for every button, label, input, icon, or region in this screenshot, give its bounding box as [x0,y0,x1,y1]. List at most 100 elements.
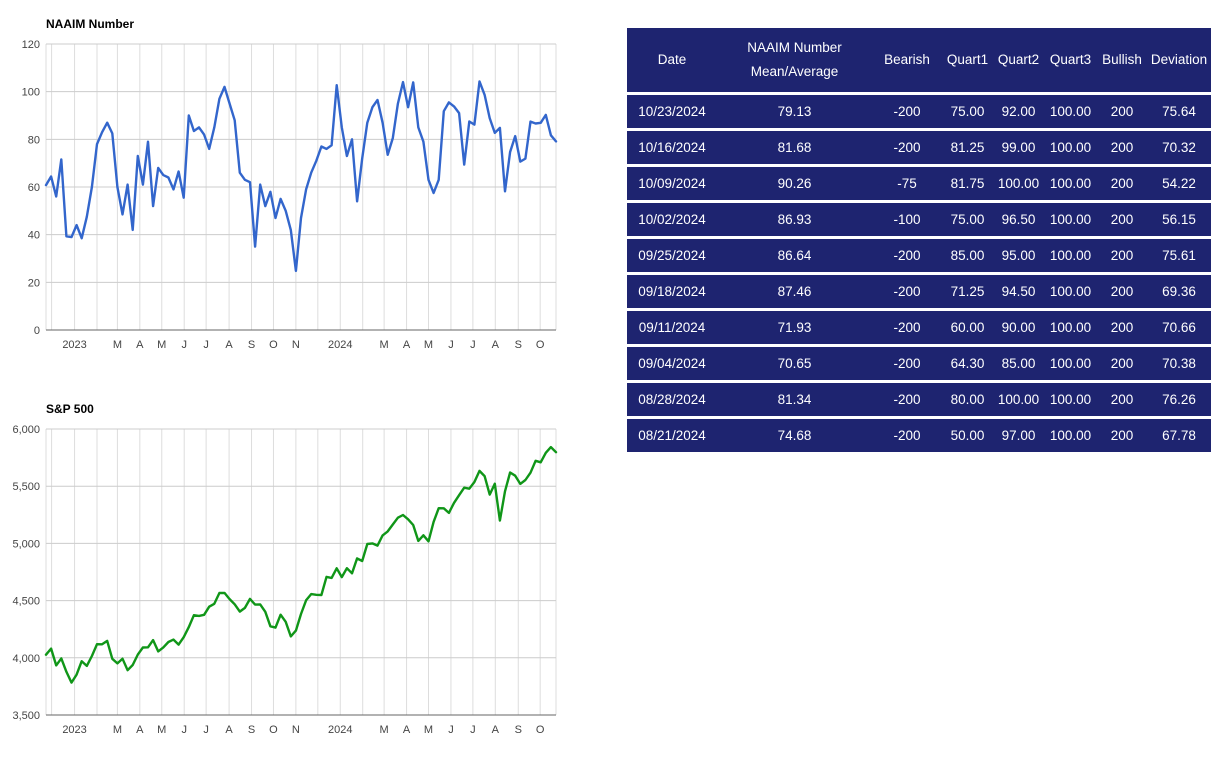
table-row: 08/21/2024 74.68 -200 50.00 97.00 100.00 200 67… [627,419,1211,452]
table-cell: 10/09/2024 [638,176,706,191]
x-axis-tick-label: A [492,724,500,736]
sp500-chart-title: S&P 500 [46,402,94,416]
table-cell: 70.38 [1162,356,1196,371]
x-axis-tick-label: S [248,339,255,351]
header-cell-bearish: Bearish [884,52,930,67]
x-axis-tick-label: 2024 [328,339,352,351]
x-axis-tick-label: M [424,724,433,736]
sp500-series-line [44,445,558,684]
x-axis-tick-label: 2023 [62,724,86,736]
y-axis-tick-label: 100 [22,87,40,99]
table-cell: 100.00 [1049,176,1092,191]
x-axis-tick-label: A [225,724,233,736]
x-axis-tick-label: 2023 [62,339,86,351]
table-cell: 87.46 [777,284,812,299]
table-cell: 86.64 [777,248,812,263]
table-cell: 54.22 [1162,176,1196,191]
x-axis-tick-label: M [157,339,166,351]
table-cell: 100.00 [1049,104,1092,119]
x-axis-tick-label: O [536,339,545,351]
naaim-series-line [44,80,558,273]
table-row: 10/16/2024 81.68 -200 81.25 99.00 100.00 200 70… [627,131,1211,164]
table-cell: 90.26 [777,176,812,191]
x-axis-tick-label: N [292,339,300,351]
x-axis-tick-label: J [181,724,187,736]
x-axis-tick-label: S [515,339,522,351]
naaim-number-chart: NAAIM Number 0 20 40 60 80 100 120 2023 M A M J J A S O… [0,10,570,362]
table-cell: -100 [893,212,921,227]
table-header-row: Date NAAIM Number Mean/Average Bearish Quart… [627,28,1211,92]
table-cell: 90.00 [1001,320,1036,335]
table-cell: 09/11/2024 [638,320,706,335]
table-cell: 70.65 [777,356,812,371]
table-cell: 75.64 [1162,104,1196,119]
table-cell: 71.93 [777,320,812,335]
table-cell: 08/28/2024 [638,392,706,407]
table-row: 10/02/2024 86.93 -100 75.00 96.50 100.00 200 56… [627,203,1211,236]
x-axis-tick-label: A [403,724,411,736]
x-axis-tick-label: J [470,339,476,351]
x-axis-tick-label: M [424,339,433,351]
header-cell-quart1: Quart1 [946,52,989,67]
y-axis-tick-label: 4,500 [12,596,40,608]
x-axis-tick-label: M [157,724,166,736]
table-cell: 200 [1110,104,1134,119]
table-cell: 94.50 [1001,284,1036,299]
y-axis-tick-label: 6,000 [12,424,40,436]
table-row: 10/09/2024 90.26 -75 81.75 100.00 100.00 200 54… [627,167,1211,200]
y-axis-tick-label: 0 [34,325,40,337]
table-cell: 70.66 [1162,320,1196,335]
x-axis-tick-label: O [269,724,278,736]
table-cell: -200 [893,284,921,299]
header-cell-quart3: Quart3 [1049,52,1092,67]
table-cell: -200 [893,248,921,263]
table-cell: 100.00 [997,392,1040,407]
x-axis-tick-label: M [113,724,122,736]
table-cell: -200 [893,356,921,371]
table-row: 09/04/2024 70.65 -200 64.30 85.00 100.00 200 70… [627,347,1211,380]
y-axis-tick-label: 120 [22,39,40,51]
table-cell: 100.00 [1049,428,1092,443]
table-cell: 75.00 [950,212,985,227]
x-axis-tick-label: A [225,339,233,351]
naaim-chart-svg[interactable]: 0 20 40 60 80 100 120 2023 M A M J J A S O N 2024 M A M J J A S O [0,10,570,362]
table-cell: 81.25 [950,140,985,155]
x-axis-tick-label: 2024 [328,724,352,736]
sp500-chart-svg[interactable]: 3,500 4,000 4,500 5,000 5,500 6,000 2023 M A M J J A… [0,395,570,747]
table-row: 09/25/2024 86.64 -200 85.00 95.00 100.00 200 75… [627,239,1211,272]
table-cell: 97.00 [1001,428,1036,443]
table-cell: 100.00 [1049,284,1092,299]
table-cell: 67.78 [1162,428,1196,443]
x-axis-tick-label: J [470,724,476,736]
table-cell: 100.00 [1049,212,1092,227]
x-axis-tick-label: S [515,724,522,736]
table-cell: 70.32 [1162,140,1196,155]
x-axis-tick-label: A [403,339,411,351]
table-cell: 96.50 [1001,212,1036,227]
table-cell: 75.61 [1162,248,1196,263]
table-row: 08/28/2024 81.34 -200 80.00 100.00 100.00 200 7… [627,383,1211,416]
table-cell: 74.68 [777,428,812,443]
table-cell: 81.75 [950,176,985,191]
x-axis-tick-label: J [181,339,187,351]
table-cell: 10/02/2024 [638,212,706,227]
naaim-chart-title: NAAIM Number [46,17,135,31]
table-row: 09/18/2024 87.46 -200 71.25 94.50 100.00 200 69… [627,275,1211,308]
table-cell: 100.00 [1049,392,1092,407]
x-axis-tick-label: J [448,339,454,351]
x-axis-tick-label: J [203,339,209,351]
table-cell: 10/23/2024 [638,104,706,119]
naaim-data-table: Date NAAIM Number Mean/Average Bearish Quart… [627,28,1211,452]
y-axis-tick-label: 40 [28,230,40,242]
table-cell: -75 [897,176,917,191]
y-axis-tick-label: 20 [28,277,40,289]
x-axis-tick-label: M [380,724,389,736]
x-axis-tick-label: J [203,724,209,736]
table-cell: 60.00 [950,320,985,335]
x-axis-tick-label: O [269,339,278,351]
table-cell: -200 [893,428,921,443]
header-cell-bullish: Bullish [1102,52,1142,67]
table-cell: 95.00 [1001,248,1036,263]
table-cell: 99.00 [1001,140,1036,155]
